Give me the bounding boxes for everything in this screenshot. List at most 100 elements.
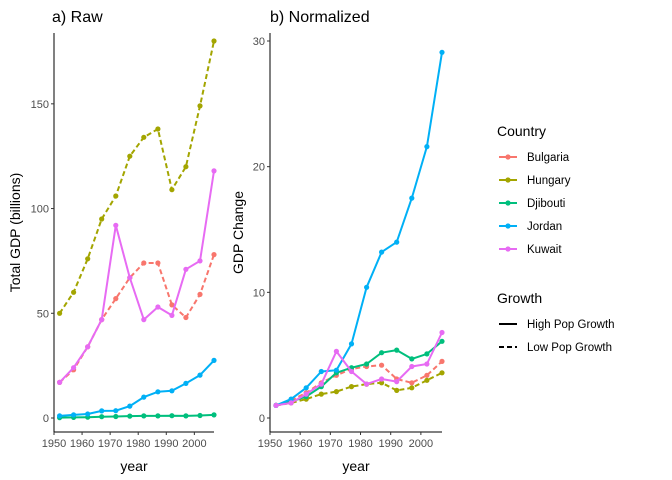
x-tick-label: 1990 bbox=[154, 438, 178, 450]
data-point-kuwait bbox=[424, 361, 430, 367]
data-point-djibouti bbox=[364, 361, 370, 367]
data-point-djibouti bbox=[127, 413, 133, 419]
x-axis-title: year bbox=[120, 458, 148, 474]
data-point-kuwait bbox=[169, 312, 175, 318]
data-point-jordan bbox=[71, 412, 77, 418]
data-point-djibouti bbox=[197, 412, 203, 419]
data-point-kuwait bbox=[127, 275, 133, 281]
legend-key-point-djibouti bbox=[505, 200, 511, 206]
data-point-jordan bbox=[99, 408, 105, 414]
data-point-jordan bbox=[303, 385, 309, 391]
data-point-jordan bbox=[318, 368, 324, 375]
data-point-kuwait bbox=[211, 168, 217, 174]
data-point-hungary bbox=[318, 391, 324, 397]
y-tick-label: 0 bbox=[259, 413, 265, 425]
legend-key-point-kuwait bbox=[505, 246, 511, 252]
data-point-bulgaria bbox=[211, 252, 217, 258]
panel-title: a) Raw bbox=[52, 9, 103, 26]
data-point-bulgaria bbox=[141, 260, 147, 266]
data-point-kuwait bbox=[379, 376, 385, 382]
data-point-jordan bbox=[379, 249, 385, 255]
y-tick-label: 0 bbox=[43, 413, 49, 425]
data-point-kuwait bbox=[333, 348, 339, 354]
data-point-jordan bbox=[85, 411, 91, 417]
data-point-jordan bbox=[197, 372, 203, 378]
series-line-hungary bbox=[58, 40, 215, 314]
data-point-hungary bbox=[439, 370, 445, 376]
data-point-kuwait bbox=[197, 258, 203, 264]
data-point-hungary bbox=[379, 380, 385, 386]
y-tick-label: 20 bbox=[253, 162, 265, 174]
data-point-jordan bbox=[211, 357, 217, 363]
y-tick-label: 10 bbox=[253, 287, 265, 299]
panel-raw: a) Raw 0 50 100 150 1950 1960 1970 1980 1990 2000 y… bbox=[7, 9, 217, 474]
data-point-hungary bbox=[169, 187, 175, 193]
y-tick-label: 150 bbox=[31, 99, 49, 111]
x-tick-label: 1970 bbox=[98, 438, 122, 450]
data-point-jordan bbox=[113, 408, 119, 414]
data-point-hungary bbox=[99, 216, 105, 222]
legend-label-bulgaria: Bulgaria bbox=[527, 152, 570, 164]
data-point-jordan bbox=[348, 341, 355, 347]
data-point-djibouti bbox=[113, 413, 119, 420]
data-point-bulgaria bbox=[113, 296, 119, 302]
legend-label-kuwait: Kuwait bbox=[527, 244, 562, 256]
data-point-djibouti bbox=[379, 350, 385, 356]
legend-title-growth: Growth bbox=[497, 290, 542, 306]
data-point-jordan bbox=[155, 389, 161, 395]
panel-normalized: b) Normalized 0 10 20 30 1950 1960 1970 1980 1990… bbox=[230, 9, 445, 474]
series-line-djibouti bbox=[275, 340, 443, 407]
panel-title: b) Normalized bbox=[270, 9, 370, 26]
x-tick-label: 1960 bbox=[288, 438, 312, 450]
data-point-kuwait bbox=[71, 365, 77, 371]
data-point-bulgaria bbox=[183, 314, 189, 321]
data-point-jordan bbox=[424, 144, 430, 150]
data-point-bulgaria bbox=[169, 302, 175, 308]
data-point-kuwait bbox=[155, 304, 161, 310]
x-tick-label: 1950 bbox=[258, 438, 282, 450]
data-point-bulgaria bbox=[409, 380, 415, 386]
data-point-kuwait bbox=[394, 379, 400, 385]
data-point-kuwait bbox=[183, 266, 189, 272]
data-point-kuwait bbox=[409, 363, 415, 370]
data-point-jordan bbox=[169, 388, 175, 394]
data-point-djibouti bbox=[169, 413, 175, 419]
data-point-kuwait bbox=[364, 381, 370, 387]
data-point-hungary bbox=[409, 385, 415, 391]
data-point-hungary bbox=[183, 164, 189, 170]
data-point-hungary bbox=[155, 126, 161, 132]
y-tick-label: 100 bbox=[31, 204, 49, 216]
data-point-djibouti bbox=[183, 413, 189, 419]
y-axis-title: Total GDP (billions) bbox=[7, 173, 23, 293]
x-tick-label: 2000 bbox=[409, 438, 433, 450]
data-point-kuwait bbox=[439, 329, 445, 336]
data-point-jordan bbox=[288, 396, 294, 402]
data-point-kuwait bbox=[348, 368, 355, 375]
data-point-kuwait bbox=[99, 317, 105, 323]
data-point-kuwait bbox=[113, 222, 119, 228]
data-point-hungary bbox=[113, 193, 119, 199]
series-line-bulgaria bbox=[58, 254, 215, 384]
data-point-jordan bbox=[141, 394, 147, 400]
data-point-hungary bbox=[141, 134, 147, 140]
x-axis-title: year bbox=[342, 458, 370, 474]
data-point-jordan bbox=[394, 239, 400, 245]
data-point-hungary bbox=[85, 256, 91, 262]
data-point-bulgaria bbox=[424, 372, 430, 378]
y-tick-label: 50 bbox=[37, 308, 49, 320]
data-point-jordan bbox=[127, 403, 133, 409]
x-tick-label: 1980 bbox=[126, 438, 150, 450]
series-line-kuwait bbox=[58, 170, 215, 384]
legend-label-hungary: Hungary bbox=[527, 175, 571, 187]
legend: Country Bulgaria Hungary Djibouti Jordan Kuwa… bbox=[497, 123, 615, 354]
data-point-kuwait bbox=[273, 402, 279, 408]
data-point-djibouti bbox=[409, 356, 415, 362]
data-point-bulgaria bbox=[379, 362, 385, 368]
data-point-djibouti bbox=[155, 413, 161, 419]
data-point-kuwait bbox=[318, 381, 324, 387]
legend-label-low-pop-growth: Low Pop Growth bbox=[527, 342, 612, 354]
x-tick-label: 1970 bbox=[318, 438, 342, 450]
series-line-bulgaria bbox=[275, 360, 443, 407]
data-point-bulgaria bbox=[439, 358, 445, 364]
